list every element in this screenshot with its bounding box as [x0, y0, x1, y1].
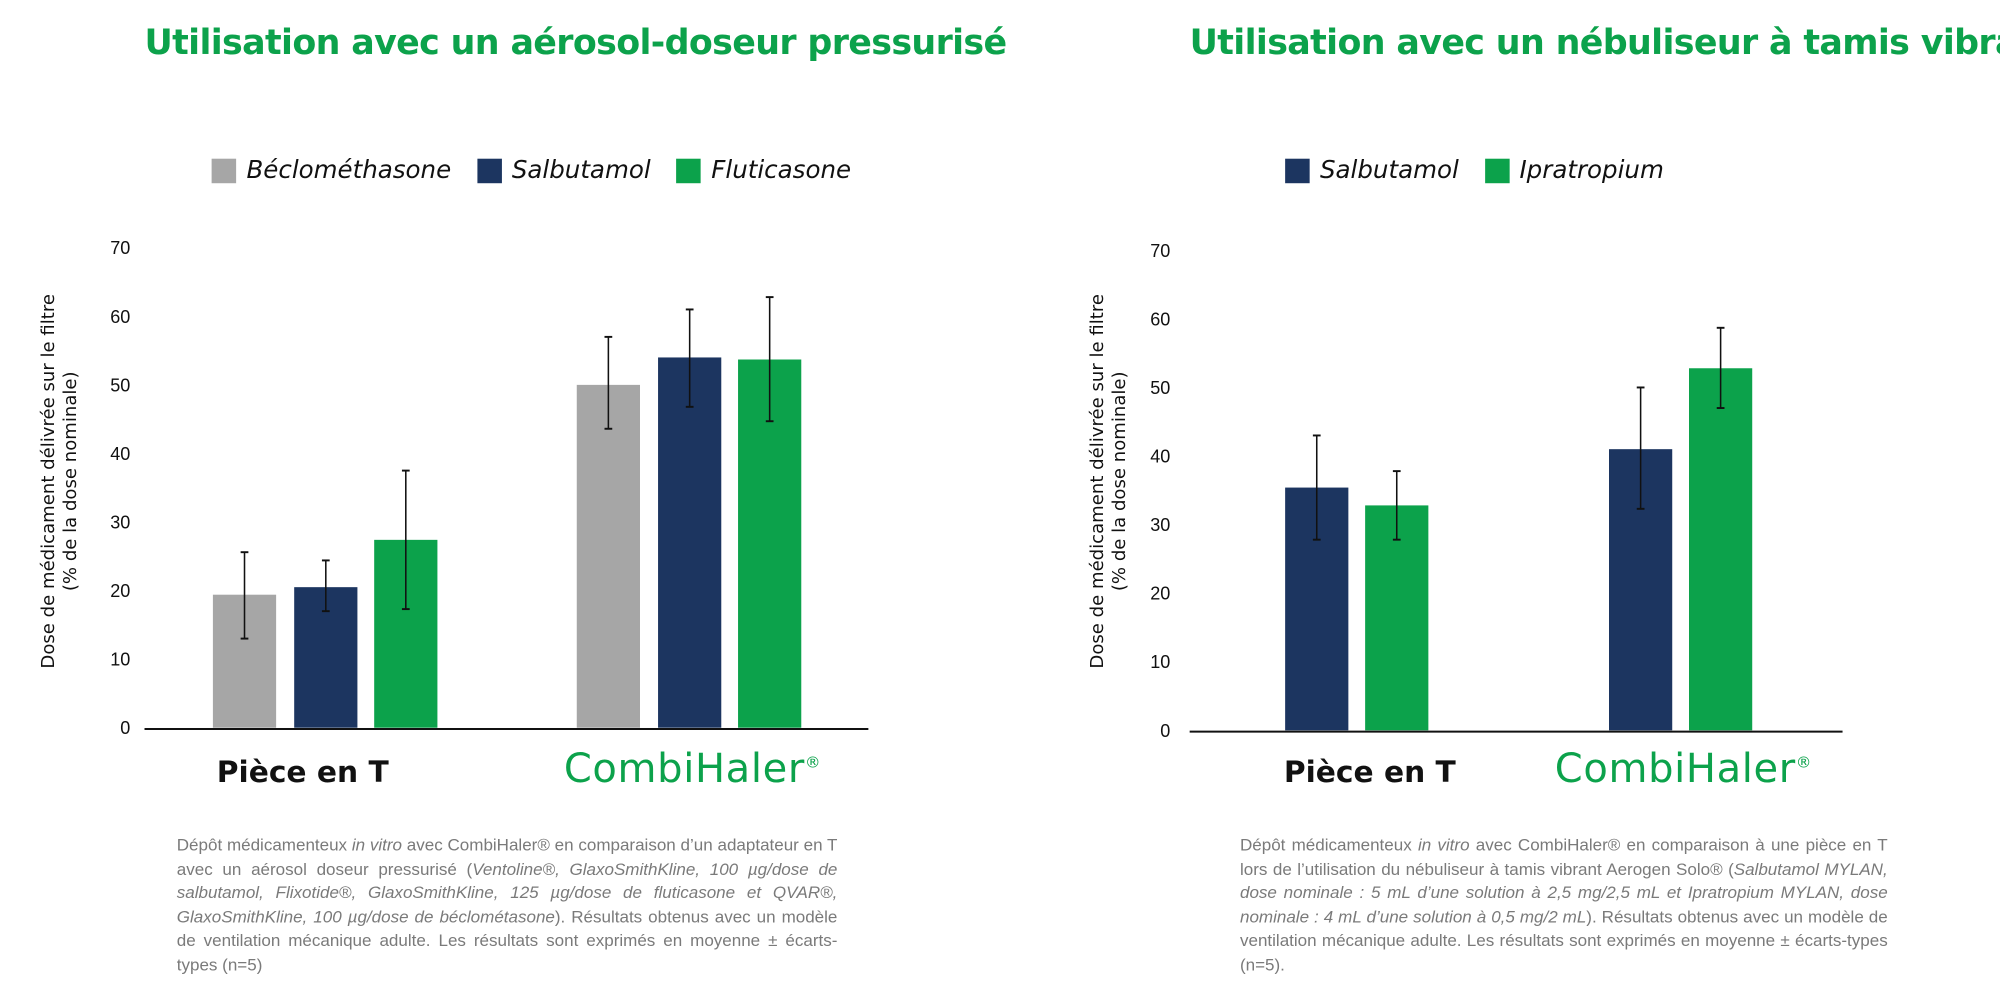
caption-italic: Salbutamol MYLAN, dose nominale : 5 mL d… — [1239, 858, 1888, 927]
bar-ipratropium — [1365, 505, 1429, 731]
y-tick-label: 20 — [1150, 584, 1170, 604]
y-tick-label: 0 — [120, 718, 130, 738]
legend-swatch — [1285, 158, 1310, 183]
bar-ipratropium — [1689, 368, 1753, 731]
left-legend: Béclométhasone Salbutamol Fluticasone — [211, 156, 852, 185]
legend-label: Salbutamol — [511, 156, 651, 185]
y-tick-label: 40 — [110, 444, 130, 464]
y-tick-label: 70 — [110, 238, 130, 258]
legend-swatch — [211, 158, 237, 183]
right-category-t-piece: Pièce en T — [1283, 756, 1456, 790]
y-tick-label: 30 — [1150, 515, 1170, 535]
legend-item-salbutamol: Salbutamol — [476, 156, 651, 185]
legend-swatch — [1484, 158, 1510, 183]
bar-béclométhasone — [576, 384, 640, 728]
y-tick-label: 50 — [110, 375, 130, 395]
legend-swatch — [676, 158, 701, 183]
right-chart-title: Utilisation avec un nébuliseur à tamis v… — [1189, 23, 2000, 64]
right-combihaler-logo: CombiHaler® — [1554, 745, 1813, 793]
legend-item-beclomethasone: Béclométhasone — [211, 156, 452, 185]
y-tick-label: 0 — [1160, 721, 1170, 741]
bar-salbutamol — [658, 357, 722, 728]
y-tick-label: 30 — [110, 512, 130, 532]
left-combihaler-logo: CombiHaler® — [563, 745, 822, 793]
y-tick-label: 40 — [1150, 446, 1170, 466]
y-tick-label: 70 — [1150, 241, 1170, 261]
y-tick-label: 10 — [1150, 652, 1170, 672]
right-legend: Salbutamol Ipratropium — [1285, 156, 1664, 185]
y-tick-label: 60 — [110, 307, 130, 327]
caption-text: ). Résultats obtenus avec un modèle de v… — [1239, 906, 1888, 975]
legend-swatch — [476, 158, 502, 183]
caption-italic: in vitro — [1417, 834, 1470, 855]
legend-item-ipratropium: Ipratropium — [1484, 156, 1664, 185]
legend-label: Ipratropium — [1519, 156, 1664, 185]
caption-italic: in vitro — [351, 834, 403, 855]
caption-text: ). Résultats obtenus avec un modèle de v… — [176, 906, 838, 975]
caption-text: avec CombiHaler® en comparaison à une pi… — [1239, 834, 1888, 879]
legend-item-salbutamol: Salbutamol — [1285, 156, 1459, 185]
caption-text: Dépôt médicamenteux — [1239, 834, 1418, 855]
y-tick-label: 20 — [110, 581, 130, 601]
left-category-t-piece: Pièce en T — [216, 756, 389, 790]
logo-text: CombiHaler — [1554, 745, 1796, 793]
legend-item-fluticasone: Fluticasone — [676, 156, 852, 185]
legend-label: Béclométhasone — [246, 156, 452, 185]
logo-text: CombiHaler — [563, 745, 805, 793]
left-caption: Dépôt médicamenteux in vitro avec CombiH… — [177, 834, 838, 978]
right-caption: Dépôt médicamenteux in vitro avec CombiH… — [1240, 834, 1888, 978]
legend-label: Salbutamol — [1319, 156, 1459, 185]
caption-text: Dépôt médicamenteux — [176, 834, 352, 855]
caption-italic: Ventoline®, GlaxoSmithKline, 100 µg/dose… — [176, 858, 838, 927]
caption-text: avec CombiHaler® en comparaison d’un ada… — [176, 834, 838, 879]
y-tick-label: 10 — [110, 650, 130, 670]
y-tick-label: 60 — [1150, 309, 1170, 329]
left-chart-title: Utilisation avec un aérosol-doseur press… — [144, 23, 1008, 64]
legend-label: Fluticasone — [711, 156, 852, 185]
y-tick-label: 50 — [1150, 378, 1170, 398]
